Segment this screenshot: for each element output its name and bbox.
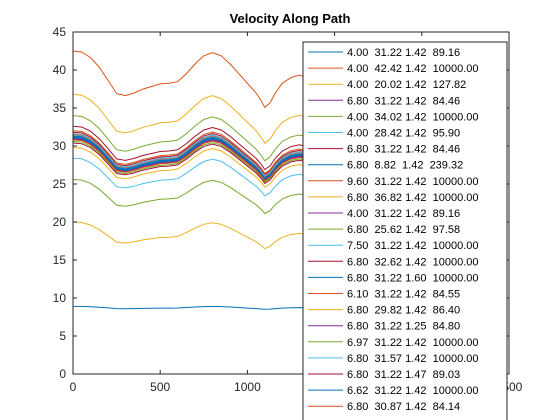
x-tick-label: 500 [150,380,170,394]
legend-box [302,41,508,420]
y-tick-label: 10 [53,291,67,305]
y-tick-label: 15 [53,253,67,267]
legend-entry-4: 6.80 31.22 1.42 84.46 [347,95,460,107]
y-tick-label: 5 [59,329,66,343]
y-tick-label: 35 [53,101,67,115]
legend-entry-5: 4.00 34.02 1.42 10000.00 [347,111,479,123]
legend-entry-18: 6.80 31.22 1.25 84.80 [347,321,460,333]
legend-entry-7: 6.80 31.22 1.42 84.46 [347,144,460,156]
legend-entry-13: 7.50 31.22 1.42 10000.00 [347,240,479,252]
plot-area [72,31,510,375]
y-tick-label: 25 [53,177,67,191]
legend-entry-3: 4.00 20.02 1.42 127.82 [347,79,466,91]
x-tick-label: 1000 [234,380,261,394]
legend-entry-9: 9.60 31.22 1.42 10000.00 [347,176,479,188]
legend-entry-14: 6.80 32.62 1.42 10000.00 [347,256,479,268]
legend-entry-2: 4.00 42.42 1.42 10000.00 [347,63,479,75]
x-tick-label: 0 [70,380,77,394]
legend-entry-16: 6.10 31.22 1.42 84.55 [347,289,460,301]
legend-entry-6: 4.00 28.42 1.42 95.90 [347,128,460,140]
legend-entry-11: 4.00 31.22 1.42 89.16 [347,208,460,220]
legend-entry-23: 6.80 30.87 1.42 84.14 [347,401,460,413]
y-tick-label: 0 [59,367,66,381]
legend-entry-15: 6.80 31.22 1.60 10000.00 [347,272,479,284]
legend-entry-22: 6.62 31.22 1.42 10000.00 [347,385,479,397]
legend-entry-20: 6.80 31.57 1.42 10000.00 [347,353,479,365]
legend-entry-17: 6.80 29.82 1.42 86.40 [347,305,460,317]
legend-entry-8: 6.80 8.82 1.42 239.32 [347,160,463,172]
y-tick-label: 45 [53,25,67,39]
legend-entry-1: 4.00 31.22 1.42 89.16 [347,47,460,59]
y-tick-label: 30 [53,139,67,153]
legend-entry-10: 6.80 36.82 1.42 10000.00 [347,192,479,204]
legend: 4.00 31.22 1.42 89.16 4.00 42.42 1.42 100… [302,41,508,420]
y-tick-label: 40 [53,63,67,77]
y-tick-label: 20 [53,215,67,229]
legend-entry-21: 6.80 31.22 1.47 89.03 [347,369,460,381]
chart-title: Velocity Along Path [230,11,351,26]
legend-entry-19: 6.97 31.22 1.42 10000.00 [347,337,479,349]
legend-entry-12: 6.80 25.62 1.42 97.58 [347,224,460,236]
